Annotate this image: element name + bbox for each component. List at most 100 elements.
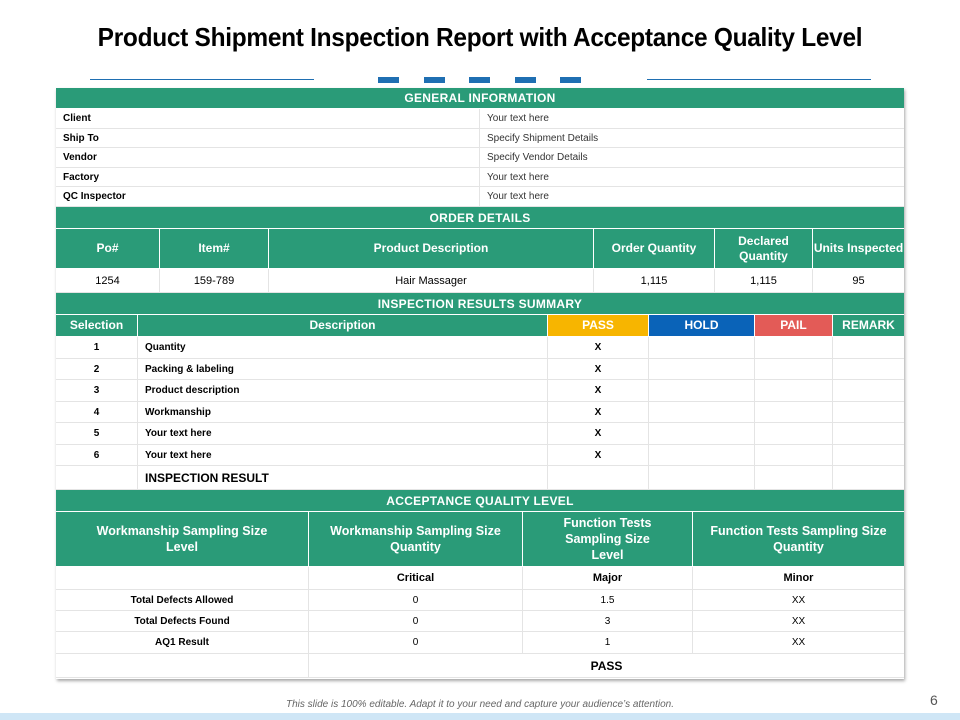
inspection-report-table: GENERAL INFORMATION Client Your text her… <box>56 88 904 679</box>
aql-row: Total Defects Found 0 3 XX <box>56 611 904 632</box>
inspection-pail-cell[interactable] <box>755 380 833 402</box>
aql-row-label: Total Defects Allowed <box>56 590 309 611</box>
general-label: Vendor <box>56 148 480 168</box>
general-row: Client Your text here <box>56 109 904 129</box>
inspection-pass-mark[interactable]: X <box>548 337 649 359</box>
order-row: 1254 159-789 Hair Massager 1,115 1,115 9… <box>56 269 904 293</box>
order-col-units-inspected: Units Inspected <box>813 229 904 269</box>
general-info-section: Client Your text here Ship To Specify Sh… <box>56 109 904 207</box>
general-row: QC Inspector Your text here <box>56 187 904 207</box>
aql-major-value[interactable]: 1 <box>523 632 693 654</box>
general-value[interactable]: Your text here <box>480 168 904 187</box>
inspection-selection-number: 6 <box>56 445 138 466</box>
aql-major-value[interactable]: 1.5 <box>523 590 693 611</box>
general-row: Ship To Specify Shipment Details <box>56 129 904 148</box>
inspection-pail-cell[interactable] <box>755 402 833 423</box>
inspection-pail-cell[interactable] <box>755 423 833 445</box>
general-value[interactable]: Your text here <box>480 187 904 207</box>
general-value[interactable]: Specify Vendor Details <box>480 148 904 168</box>
order-col-po: Po# <box>56 229 160 269</box>
decor-block <box>560 77 581 83</box>
aql-col-workmanship-quantity: Workmanship Sampling Size Quantity <box>309 512 523 567</box>
inspection-pass-mark[interactable]: X <box>548 423 649 445</box>
inspection-row: 3 Product description X <box>56 380 904 402</box>
inspection-row: 1 Quantity X <box>56 337 904 359</box>
inspection-pass-mark[interactable]: X <box>548 380 649 402</box>
order-units-inspected[interactable]: 95 <box>813 269 904 293</box>
aql-final-row: PASS <box>56 654 904 678</box>
aql-critical-value[interactable]: 0 <box>309 590 523 611</box>
order-declared-quantity[interactable]: 1,115 <box>715 269 813 293</box>
inspection-remark-cell[interactable] <box>833 380 904 402</box>
inspection-remark-cell[interactable] <box>833 402 904 423</box>
inspection-hold-cell[interactable] <box>649 380 755 402</box>
inspection-selection-number: 4 <box>56 402 138 423</box>
general-value[interactable]: Your text here <box>480 109 904 129</box>
inspection-hold-cell[interactable] <box>649 402 755 423</box>
inspection-remark-cell[interactable] <box>833 445 904 466</box>
order-po[interactable]: 1254 <box>56 269 160 293</box>
decor-block <box>515 77 536 83</box>
aql-subheader-spacer <box>56 567 309 590</box>
aql-critical-value[interactable]: 0 <box>309 611 523 632</box>
general-label: Client <box>56 109 480 129</box>
inspection-result-label: INSPECTION RESULT <box>138 466 548 490</box>
aql-minor-value[interactable]: XX <box>693 590 904 611</box>
inspection-pail-cell[interactable] <box>755 445 833 466</box>
inspection-hold-cell[interactable] <box>649 337 755 359</box>
aql-minor-value[interactable]: XX <box>693 611 904 632</box>
page-number: 6 <box>930 692 938 708</box>
order-item[interactable]: 159-789 <box>160 269 269 293</box>
inspection-col-description: Description <box>138 315 548 337</box>
order-col-description: Product Description <box>269 229 594 269</box>
order-quantity[interactable]: 1,115 <box>594 269 715 293</box>
general-value[interactable]: Specify Shipment Details <box>480 129 904 148</box>
inspection-remark-cell[interactable] <box>833 423 904 445</box>
order-description[interactable]: Hair Massager <box>269 269 594 293</box>
title-rule-left <box>90 79 314 80</box>
inspection-result-remark-cell[interactable] <box>833 466 904 490</box>
order-details-header: ORDER DETAILS <box>56 207 904 229</box>
inspection-result-pail-cell[interactable] <box>755 466 833 490</box>
inspection-summary-header: INSPECTION RESULTS SUMMARY <box>56 293 904 315</box>
aql-row: Total Defects Allowed 0 1.5 XX <box>56 590 904 611</box>
inspection-description: Quantity <box>138 337 548 359</box>
inspection-col-pass: PASS <box>548 315 649 337</box>
aql-critical-value[interactable]: 0 <box>309 632 523 654</box>
inspection-pass-mark[interactable]: X <box>548 359 649 380</box>
inspection-remark-cell[interactable] <box>833 337 904 359</box>
inspection-hold-cell[interactable] <box>649 359 755 380</box>
inspection-hold-cell[interactable] <box>649 445 755 466</box>
order-col-item: Item# <box>160 229 269 269</box>
aql-subheader-critical: Critical <box>309 567 523 590</box>
aql-subheader-minor: Minor <box>693 567 904 590</box>
aql-row-label: AQ1 Result <box>56 632 309 654</box>
general-label: QC Inspector <box>56 187 480 207</box>
aql-final-result[interactable]: PASS <box>309 654 904 678</box>
aql-col-function-level: Function Tests Sampling Size Level <box>523 512 693 567</box>
inspection-description: Packing & labeling <box>138 359 548 380</box>
order-col-declared-qty: Declared Quantity <box>715 229 813 269</box>
inspection-hold-cell[interactable] <box>649 423 755 445</box>
inspection-pail-cell[interactable] <box>755 359 833 380</box>
inspection-col-remark: REMARK <box>833 315 904 337</box>
aql-subheader-major: Major <box>523 567 693 590</box>
decor-block <box>424 77 445 83</box>
inspection-pail-cell[interactable] <box>755 337 833 359</box>
aql-row-label: Total Defects Found <box>56 611 309 632</box>
inspection-remark-cell[interactable] <box>833 359 904 380</box>
inspection-row: 6 Your text here X <box>56 445 904 466</box>
inspection-row: 2 Packing & labeling X <box>56 359 904 380</box>
general-row: Factory Your text here <box>56 168 904 187</box>
inspection-result-pass-cell[interactable] <box>548 466 649 490</box>
inspection-pass-mark[interactable]: X <box>548 445 649 466</box>
inspection-description: Your text here <box>138 445 548 466</box>
aql-minor-value[interactable]: XX <box>693 632 904 654</box>
aql-col-workmanship-level: Workmanship Sampling Size Level <box>56 512 309 567</box>
inspection-result-row: INSPECTION RESULT <box>56 466 904 490</box>
inspection-selection-number: 2 <box>56 359 138 380</box>
aql-final-spacer <box>56 654 309 678</box>
inspection-result-hold-cell[interactable] <box>649 466 755 490</box>
aql-major-value[interactable]: 3 <box>523 611 693 632</box>
inspection-pass-mark[interactable]: X <box>548 402 649 423</box>
